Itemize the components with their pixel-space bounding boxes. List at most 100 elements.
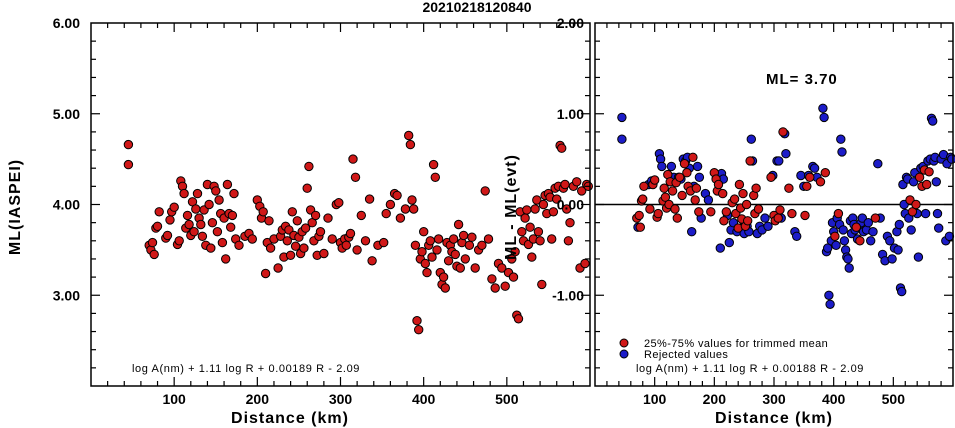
right-point-rejected-56 [818,103,828,114]
right-x-tick-label: 100 [643,391,667,407]
left-point-accepted-174 [525,222,535,232]
right-point-rejected-1 [617,134,627,144]
left-point-accepted-137 [440,283,450,293]
left-point-accepted-18 [179,188,189,199]
right-point-rejected-100 [894,219,904,230]
left-point-accepted-196 [562,204,572,214]
right-point-rejected-87 [863,218,873,228]
left-point-accepted-48 [229,188,239,199]
left-x-axis-label: Distance (km) [231,410,349,427]
left-point-accepted-58 [260,268,271,279]
left-point-accepted-25 [191,204,201,214]
left-point-accepted-24 [189,227,199,237]
right-point-accepted-25 [682,168,692,178]
left-point-accepted-13 [169,202,179,212]
left-point-accepted-156 [483,234,494,244]
left-point-accepted-172 [522,205,532,215]
right-point-accepted-60 [775,205,785,215]
left-y-tick-label: 6.00 [53,15,80,31]
left-point-accepted-175 [527,252,537,262]
right-y-axis-label: ML - ML(evt) [503,154,520,260]
left-point-accepted-105 [364,194,375,204]
left-point-accepted-106 [367,256,377,266]
legend-accepted-label: 25%-75% values for trimmed mean [644,338,828,350]
left-formula: log A(nm) + 1.11 log R + 0.00189 R - 2.0… [132,363,360,375]
right-point-accepted-80 [922,179,932,190]
left-point-accepted-68 [282,236,292,246]
left-point-accepted-37 [211,186,221,196]
right-point-accepted-62 [784,183,794,193]
left-point-accepted-102 [352,245,362,255]
right-point-rejected-18 [692,161,703,172]
left-point-accepted-34 [206,243,216,253]
right-point-rejected-47 [781,149,791,159]
left-point-accepted-73 [290,241,301,251]
right-point-rejected-40 [760,213,770,223]
left-point-accepted-203 [580,258,590,269]
right-point-rejected-88 [866,236,876,246]
right-y-tick-label: 2.00 [557,15,584,31]
right-point-rejected-23 [715,243,725,253]
left-point-accepted-115 [404,130,414,141]
left-point-accepted-200 [572,177,582,187]
right-x-tick-label: 200 [703,391,727,407]
right-point-rejected-65 [831,240,841,251]
left-point-accepted-47 [227,210,238,221]
right-point-accepted-6 [645,204,655,214]
left-point-accepted-104 [360,236,371,246]
left-point-accepted-85 [310,210,321,221]
left-point-accepted-182 [538,199,549,210]
left-point-accepted-151 [467,232,477,242]
right-point-accepted-61 [778,127,788,137]
left-point-accepted-103 [356,210,366,221]
left-point-accepted-91 [327,234,337,244]
left-point-accepted-179 [533,227,544,237]
right-point-accepted-21 [672,213,682,223]
left-point-accepted-7 [152,221,163,232]
left-point-accepted-118 [409,204,419,214]
left-point-accepted-157 [487,274,497,284]
left-point-accepted-178 [532,195,542,205]
right-point-accepted-77 [914,172,925,183]
left-point-accepted-161 [500,281,510,291]
left-point-accepted-0 [123,139,134,150]
right-point-accepted-32 [706,207,716,217]
right-point-rejected-22 [703,195,714,205]
right-point-rejected-7 [657,161,667,172]
left-point-accepted-148 [458,230,469,241]
right-point-accepted-70 [833,208,844,219]
left-x-tick-label: 100 [162,391,186,407]
left-point-accepted-146 [455,263,465,273]
right-point-rejected-54 [809,163,820,173]
left-point-accepted-143 [450,249,460,260]
left-point-accepted-29 [197,231,208,242]
left-point-accepted-43 [221,254,231,264]
left-point-accepted-1 [123,159,134,170]
right-y-tick-label: 0.00 [557,197,584,213]
left-point-accepted-171 [520,213,530,223]
right-point-rejected-96 [887,254,897,264]
left-point-accepted-136 [438,272,449,282]
left-point-accepted-61 [265,243,276,253]
left-point-accepted-126 [422,267,432,278]
left-point-accepted-90 [323,213,333,223]
left-point-accepted-117 [407,195,417,205]
left-x-tick-label: 300 [329,391,353,407]
left-point-accepted-202 [577,186,587,196]
left-point-accepted-93 [334,198,344,208]
left-point-accepted-5 [149,249,159,260]
left-point-accepted-180 [535,236,545,246]
left-point-accepted-114 [400,204,411,214]
left-point-accepted-120 [412,316,422,326]
left-x-tick-label: 400 [412,391,436,407]
right-x-tick-label: 500 [882,391,906,407]
left-point-accepted-110 [385,199,396,210]
left-point-accepted-195 [560,179,570,190]
right-point-accepted-24 [679,159,690,169]
right-point-accepted-23 [677,190,687,201]
left-y-tick-label: 5.00 [53,106,80,122]
left-point-accepted-167 [513,314,524,324]
right-y-tick-label: 1.00 [557,106,584,122]
left-point-accepted-190 [552,194,562,204]
left-point-accepted-21 [184,219,194,230]
